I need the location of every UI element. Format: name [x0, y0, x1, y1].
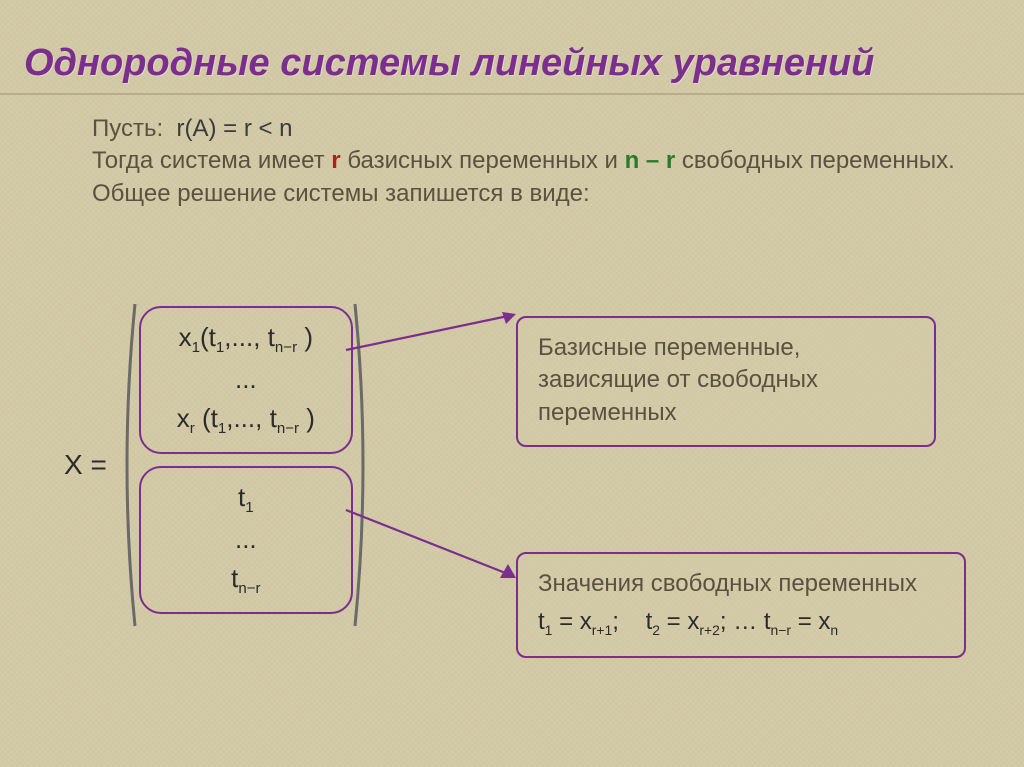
- let-label: Пусть:: [92, 115, 163, 142]
- accent-r: r: [331, 147, 340, 174]
- callout-free-label: Значения свободных переменных: [538, 568, 944, 600]
- X-equals: X =: [64, 449, 107, 481]
- then-b: базисных переменных и: [347, 147, 624, 174]
- intro-block: Пусть: r(A) = r < n Тогда система имеет …: [0, 95, 1024, 210]
- rank-expr: r(A) = r < n: [170, 115, 293, 142]
- dots-upper: ...: [147, 360, 345, 399]
- solution-vector: X = x1(t1,..., tn−r ) ... xr (t1,..., tn…: [64, 300, 375, 630]
- xr-row: xr (t1,..., tn−r ): [147, 399, 345, 441]
- then-c: свободных переменных.: [682, 147, 955, 174]
- arrow-to-basis-icon: [340, 300, 520, 360]
- column-matrix: x1(t1,..., tn−r ) ... xr (t1,..., tn−r )…: [115, 300, 375, 630]
- basis-vars-box: x1(t1,..., tn−r ) ... xr (t1,..., tn−r ): [139, 306, 353, 454]
- dots-lower: ...: [147, 520, 345, 559]
- general-solution-label: Общее решение системы запишется в виде:: [92, 180, 590, 207]
- callout-free: Значения свободных переменных t1 = xr+1;…: [516, 552, 966, 658]
- x1-row: x1(t1,..., tn−r ): [147, 318, 345, 360]
- accent-nmr: n – r: [625, 147, 676, 174]
- then-a: Тогда система имеет: [92, 147, 331, 174]
- callout-free-formula: t1 = xr+1; t2 = xr+2; … tn−r = xn: [538, 606, 944, 640]
- left-paren-icon: [115, 300, 139, 630]
- arrow-to-free-icon: [340, 500, 520, 590]
- tnr-row: tn−r: [147, 559, 345, 601]
- t1-row: t1: [147, 478, 345, 520]
- callout-basis: Базисные переменные, зависящие от свобод…: [516, 316, 936, 447]
- free-vars-box: t1 ... tn−r: [139, 466, 353, 614]
- slide-title: Однородные системы линейных уравнений: [0, 0, 1024, 95]
- callout-basis-text: Базисные переменные, зависящие от свобод…: [538, 332, 914, 429]
